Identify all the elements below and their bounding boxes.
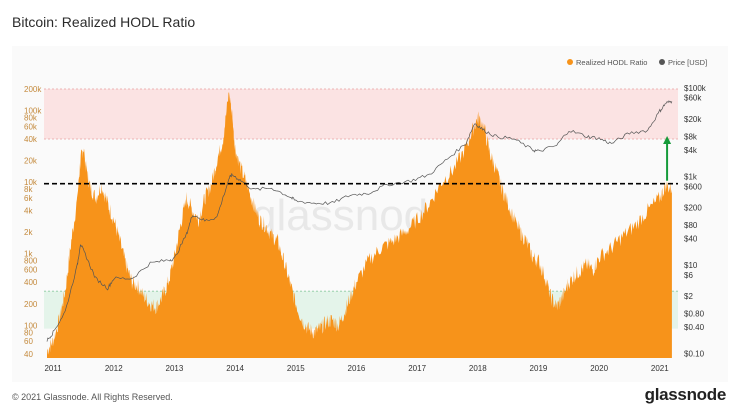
- y-left-tick-label: 800: [24, 257, 38, 266]
- x-tick-label: 2015: [287, 364, 305, 373]
- legend-hodl-swatch: [567, 59, 573, 65]
- chart-panel: glassnode 200k 100k 80k 60k 40k 20k 10k 8k 6k 4k 2k…: [12, 46, 728, 382]
- x-tick-label: 2014: [226, 364, 244, 373]
- chart-svg: glassnode200k100k80k60k40k20k10k8k6k4k2k…: [24, 58, 707, 373]
- x-tick-label: 2012: [105, 364, 123, 373]
- y-left-tick-label: 1k: [24, 250, 33, 259]
- y-left-tick-label: 60k: [24, 122, 38, 131]
- y-right-tick-label: $2: [684, 292, 693, 301]
- copyright-text: © 2021 Glassnode. All Rights Reserved.: [12, 392, 173, 402]
- y-left-tick-label: 100: [24, 321, 38, 330]
- y-left-tick-label: 20k: [24, 157, 38, 166]
- price-line: [46, 100, 673, 342]
- y-left-tick-label: 80: [24, 328, 33, 337]
- y-left-tick-label: 200k: [24, 85, 42, 94]
- legend-price-swatch: [659, 59, 665, 65]
- y-left-tick-label: 600: [24, 266, 38, 275]
- legend-price-label: Price [USD]: [668, 58, 707, 67]
- y-right-tick-label: $600: [684, 182, 702, 191]
- y-left-tick-label: 100k: [24, 107, 42, 116]
- y-right-tick-label: $100k: [684, 84, 707, 93]
- top-zone-band: [44, 88, 678, 140]
- y-left-tick-label: 2k: [24, 228, 33, 237]
- y-right-tick-label: $0.80: [684, 310, 705, 319]
- y-left-tick-label: 200: [24, 300, 38, 309]
- x-tick-label: 2011: [44, 364, 62, 373]
- y-left-tick-label: 4k: [24, 207, 33, 216]
- y-right-tick-label: $4k: [684, 146, 698, 155]
- hodl-ratio-area: [47, 91, 672, 359]
- y-left-tick-label: 60: [24, 337, 33, 346]
- y-right-tick-label: $20k: [684, 115, 702, 124]
- legend-hodl-label: Realized HODL Ratio: [576, 58, 647, 67]
- y-left-tick-label: 6k: [24, 194, 33, 203]
- y-left-tick-label: 80k: [24, 113, 38, 122]
- chart-title: Bitcoin: Realized HODL Ratio: [12, 14, 196, 30]
- x-tick-label: 2020: [590, 364, 608, 373]
- glassnode-logo: glassnode: [644, 385, 727, 404]
- x-tick-label: 2018: [469, 364, 487, 373]
- y-right-tick-label: $0.40: [684, 323, 705, 332]
- y-right-tick-label: $6: [684, 271, 693, 280]
- x-tick-label: 2016: [348, 364, 366, 373]
- y-right-tick-label: $40: [684, 234, 698, 243]
- y-right-tick-label: $1k: [684, 172, 698, 181]
- x-tick-label: 2013: [166, 364, 184, 373]
- y-left-tick-label: 8k: [24, 185, 33, 194]
- y-right-tick-label: $0.10: [684, 350, 705, 359]
- x-tick-label: 2017: [408, 364, 426, 373]
- x-tick-label: 2021: [651, 364, 669, 373]
- y-right-tick-label: $60k: [684, 94, 702, 103]
- y-left-tick-label: 40: [24, 350, 33, 359]
- y-right-tick-label: $8k: [684, 132, 698, 141]
- y-right-tick-label: $10: [684, 261, 698, 270]
- y-right-tick-label: $200: [684, 203, 702, 212]
- y-right-tick-label: $80: [684, 221, 698, 230]
- y-left-tick-label: 40k: [24, 135, 38, 144]
- green-arrow-head: [663, 136, 672, 145]
- y-left-tick-label: 400: [24, 278, 38, 287]
- y-left-tick-label: 10k: [24, 178, 38, 187]
- x-tick-label: 2019: [530, 364, 548, 373]
